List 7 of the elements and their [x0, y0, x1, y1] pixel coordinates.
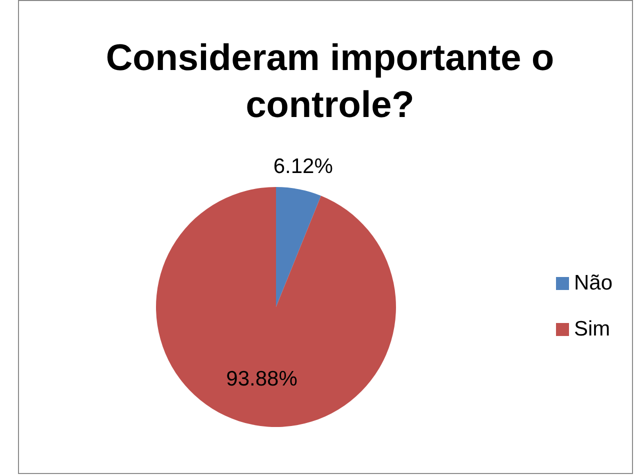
data-label: 93.88% [226, 368, 298, 391]
legend-label: Sim [574, 318, 610, 341]
pie-slice [276, 187, 322, 307]
pie-slice [156, 187, 396, 427]
data-label: 6.12% [273, 155, 333, 178]
chart-title: Consideram importante o controle? [106, 37, 554, 125]
legend-label: Não [574, 272, 613, 295]
